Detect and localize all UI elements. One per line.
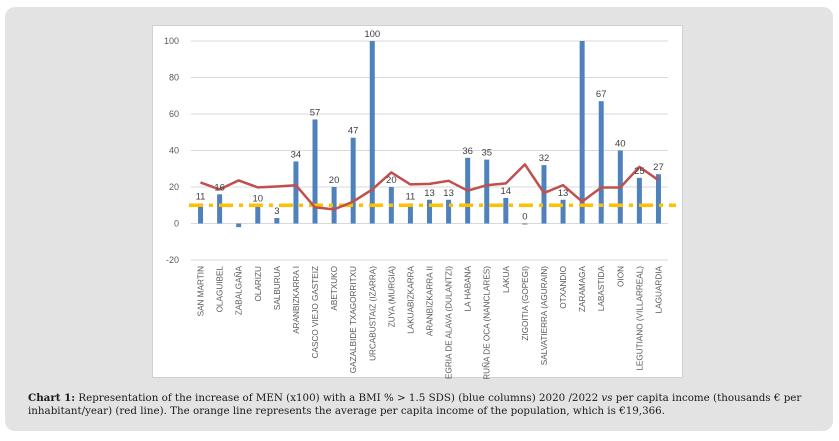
bar-data-label: 13 [424,188,435,199]
bar [274,218,280,224]
bar [350,137,356,224]
x-category-label: LAKUA [502,265,511,292]
x-category-label: IRUÑA DE OCA (NANCLARES) [482,266,492,379]
bar-data-label: 35 [481,148,492,159]
x-category-label: SAN MARTIN [197,266,206,316]
x-category-label: ZABALGAÑA [234,265,244,315]
bar [293,161,299,224]
bar-data-label: 20 [386,175,397,186]
x-category-label: OLAGUIBEL [216,266,225,313]
x-category-label: LAKUABIZKARRA [406,265,415,333]
chart-panel: -20 0 20 40 60 80 100 11 16 10 3 34 57 20 47 100 20 11 13 1… [152,25,683,379]
bar-data-label: 47 [348,126,359,137]
bar [198,203,204,224]
x-category-label: ALEGRIA DE ALAVA (DULANTZI) [445,266,454,379]
bar [541,165,547,224]
bar [312,119,318,224]
bar [598,101,604,224]
bar [503,197,509,224]
bar-data-label: 3 [274,206,279,217]
bar-data-label: 13 [443,188,454,199]
x-category-label: ZARAMAGA [578,265,587,311]
x-category-label: LA HABANA [464,265,473,311]
bar [446,199,452,224]
x-category-label: SALBURUA [273,265,282,310]
bar [579,41,585,224]
bar [369,41,375,224]
x-category-label: ARANBIZKARRA I [292,266,301,334]
bar [560,199,566,224]
bmi-income-chart: -20 0 20 40 60 80 100 11 16 10 3 34 57 20 47 100 20 11 13 1… [164,29,676,379]
bar [217,194,223,224]
bar-data-label: 40 [615,139,626,150]
bar [636,177,642,224]
caption-text-1: Representation of the increase of MEN (x… [75,392,602,404]
x-category-label: CASCO VIEJO GASTEIZ [311,266,320,358]
x-category-label: OLARIZU [254,266,263,302]
y-tick-label: 100 [164,36,179,46]
bar-data-label: 20 [329,175,340,186]
bar-data-label: 34 [291,149,302,160]
bar [331,187,337,224]
x-category-label: ZUYA (MURGIA) [387,266,396,328]
bar-data-label: 57 [310,107,321,118]
x-category-label: LABASTIDA [597,265,606,311]
x-category-label: SALVATIERRA (AGURAIN) [540,266,549,365]
figure-caption: Chart 1: Representation of the increase … [28,392,828,417]
bar-data-label: 11 [405,191,415,202]
bar [427,199,432,224]
bar-data-label: 36 [462,146,473,157]
x-category-label: OTXANDIO [559,266,568,309]
x-category-label: URCABUSTAIZ (IZARRA) [368,266,377,361]
bar-data-label: 67 [596,89,607,100]
x-category-label: ARANBIZKARRA II [426,266,435,336]
bar [484,159,490,224]
bar-data-label: 11 [196,191,206,202]
bar-data-label: 16 [214,182,225,193]
caption-vs: vs [601,392,613,404]
bar [655,174,661,224]
x-category-label: ABETXUKO [330,266,339,311]
x-category-label: GAZALBIDE TXAGORRITXU [349,266,358,373]
bar-data-label: 25 [634,166,645,177]
caption-label: Chart 1: [28,392,76,404]
y-tick-label: 20 [169,182,179,192]
bar [236,223,242,228]
bar-data-label: 27 [653,162,664,173]
y-tick-label: -20 [166,255,179,265]
x-category-label: ZIGOITIA (GOPEGI) [521,266,530,341]
x-category-label: OION [616,266,625,287]
bar [407,203,413,224]
bar [255,205,261,224]
income-line [200,163,660,211]
bar-data-label: 100 [364,29,380,40]
bar-data-label: 13 [558,188,569,199]
bar-data-label: 10 [252,193,263,204]
y-tick-label: 80 [169,73,179,83]
bar-data-label: 32 [539,153,550,164]
bar-data-label: 14 [501,186,512,197]
x-category-label: LEGUTIANO (VILLARREAL) [635,266,644,371]
caption-text-2: per capita income (thousands € per inhab… [28,392,802,417]
bar [522,223,528,225]
bar-data-label: 0 [522,212,527,223]
y-tick-label: 0 [174,219,179,229]
y-tick-label: 60 [169,109,179,119]
y-tick-label: 40 [169,146,179,156]
x-category-label: LAGUARDIA [654,265,663,313]
